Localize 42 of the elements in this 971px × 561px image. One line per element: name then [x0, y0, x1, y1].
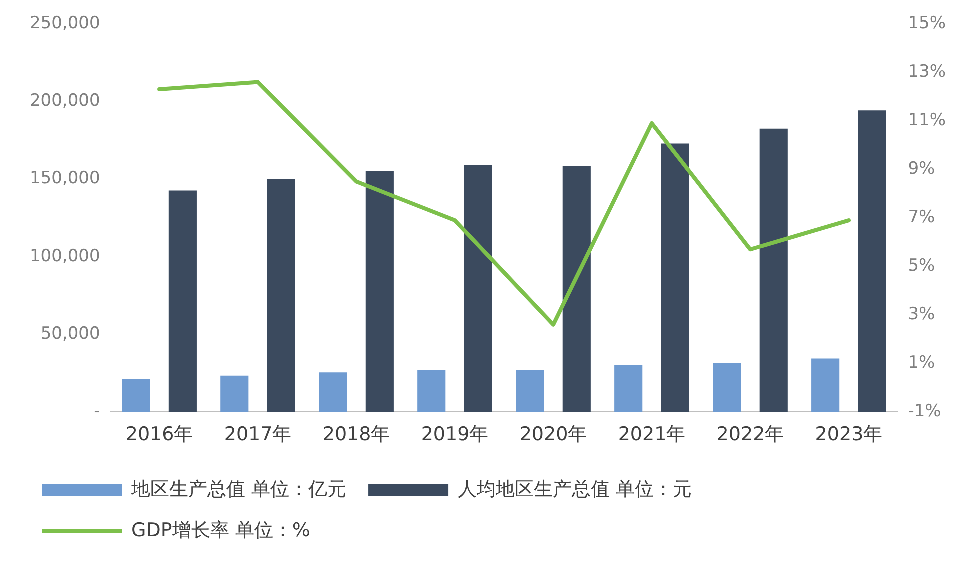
y2-tick-label: 13%: [908, 62, 946, 82]
x-tick-label: 2017年: [224, 424, 292, 446]
bar: [319, 372, 348, 412]
y2-tick-label: 15%: [908, 13, 946, 34]
y2-tick-label: 1%: [908, 353, 936, 374]
legend-label: 人均地区生产总值 单位：元: [458, 478, 692, 500]
y-tick-label: 150,000: [30, 168, 100, 189]
y2-tick-label: 11%: [908, 110, 946, 130]
bar: [661, 144, 690, 412]
bar: [858, 110, 886, 412]
bar: [562, 166, 591, 412]
bar: [220, 376, 249, 412]
y-tick-label: 100,000: [30, 246, 100, 266]
x-tick-label: 2019年: [421, 424, 489, 446]
x-tick-label: 2022年: [716, 424, 784, 446]
x-tick-label: 2023年: [815, 424, 883, 446]
bar: [122, 379, 150, 412]
bar: [267, 179, 296, 412]
x-tick-label: 2018年: [322, 424, 390, 446]
y2-tick-label: 3%: [908, 304, 936, 325]
bar: [366, 172, 394, 412]
legend-label: GDP增长率 单位：%: [132, 519, 310, 542]
bar: [168, 190, 197, 412]
y-tick-label: 250,000: [30, 13, 100, 34]
y2-tick-label: -1%: [908, 402, 942, 422]
bar: [760, 128, 788, 412]
y-tick-label: 50,000: [40, 324, 100, 344]
y-tick-label: 200,000: [30, 91, 100, 112]
x-tick-label: 2016年: [126, 424, 194, 446]
bar: [516, 370, 544, 412]
y2-tick-label: 9%: [908, 158, 936, 179]
y2-tick-label: 7%: [908, 208, 936, 228]
x-tick-label: 2021年: [618, 424, 686, 446]
bar: [812, 358, 840, 412]
legend-label: 地区生产总值 单位：亿元: [130, 478, 347, 500]
y-tick-label: -: [94, 402, 100, 422]
x-tick-label: 2020年: [520, 424, 588, 446]
bar: [713, 362, 742, 412]
bar: [418, 370, 446, 412]
bar: [614, 365, 643, 412]
y2-tick-label: 5%: [908, 256, 936, 276]
bar: [464, 165, 492, 412]
